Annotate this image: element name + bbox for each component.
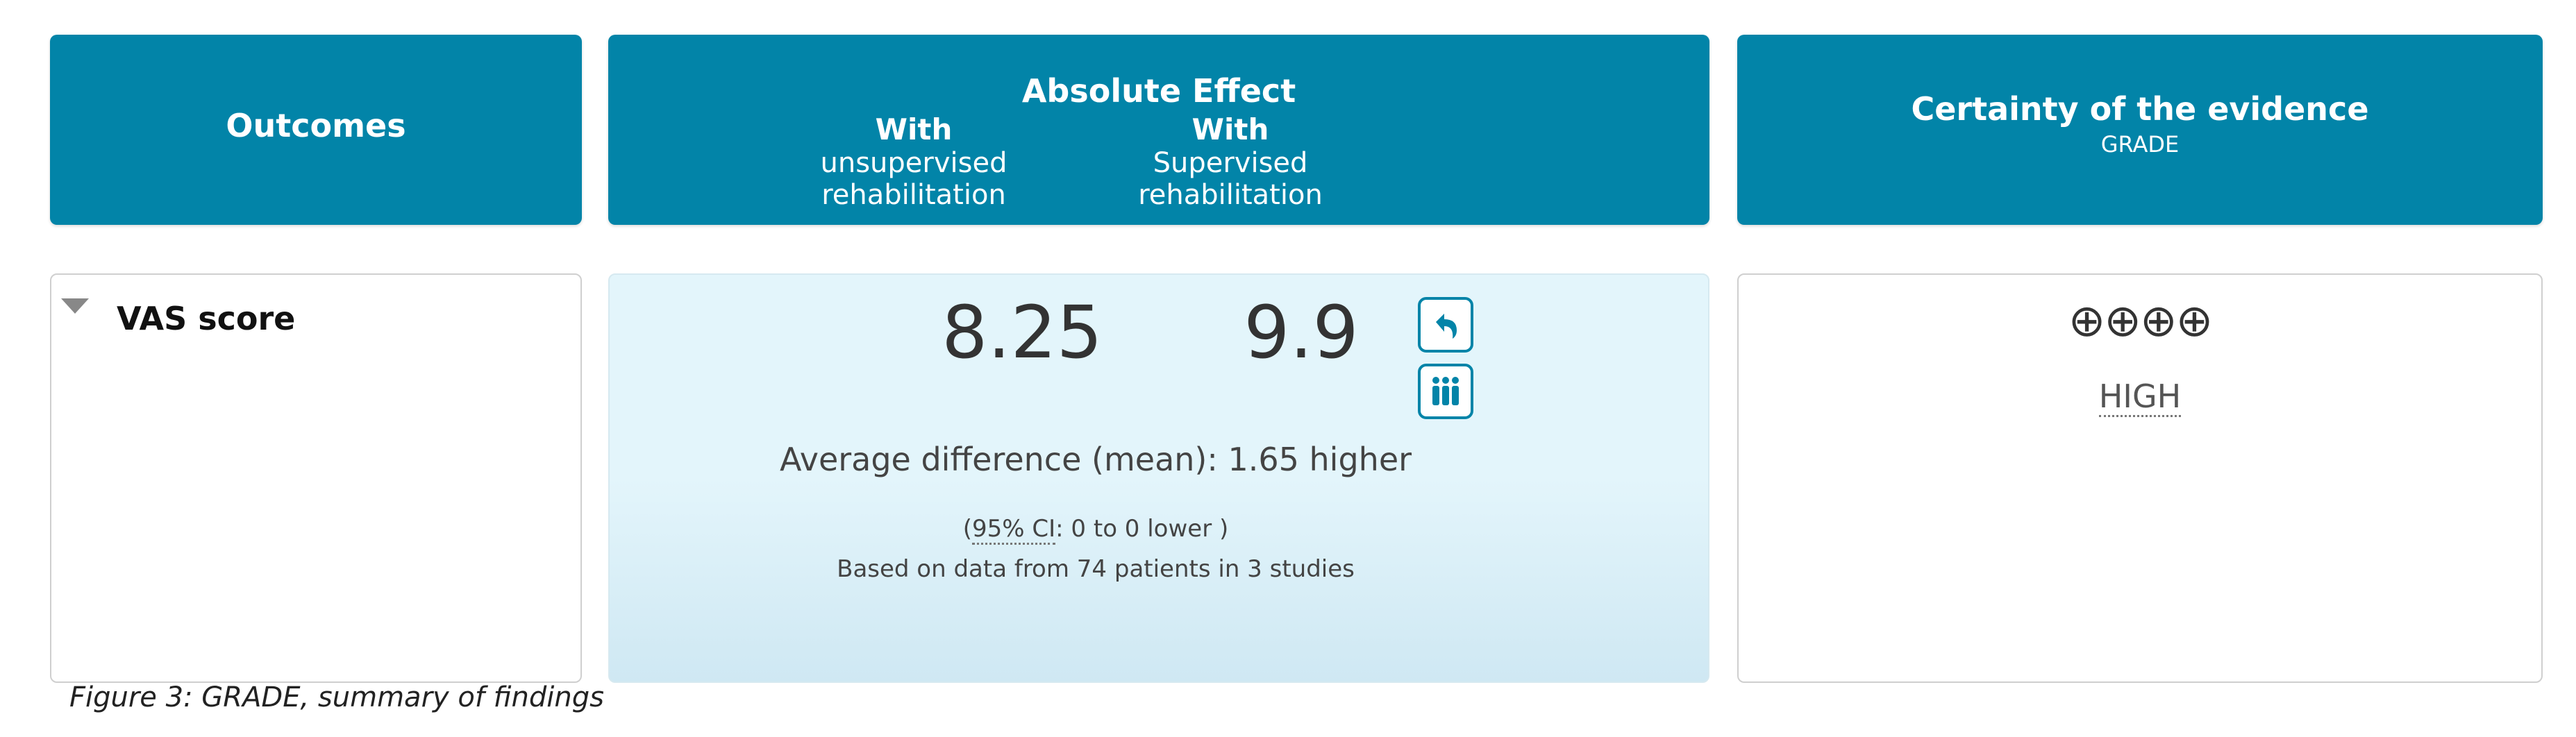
header-outcomes: Outcomes <box>50 35 582 225</box>
header-col-unsupervised: With unsupervised rehabilitation <box>754 112 1073 211</box>
header-group-unsupervised: unsupervised rehabilitation <box>820 147 1007 211</box>
ci-range: : 0 to 0 lower ) <box>1055 515 1229 543</box>
ci-open: ( <box>962 515 972 543</box>
certainty-cell: ⊕⊕⊕⊕ HIGH <box>1737 273 2543 683</box>
header-certainty: Certainty of the evidence GRADE <box>1737 35 2543 225</box>
value-unsupervised: 8.25 <box>942 290 1103 375</box>
header-col-supervised: With Supervised rehabilitation <box>1071 112 1390 211</box>
figure-caption: Figure 3: GRADE, summary of findings <box>69 681 604 713</box>
people-group-button[interactable] <box>1418 364 1473 419</box>
header-certainty-title: Certainty of the evidence <box>1911 90 2369 128</box>
ci-abbreviation[interactable]: 95% CI <box>972 515 1056 545</box>
average-difference: Average difference (mean): 1.65 higher <box>779 441 1412 478</box>
header-absolute-effect-title: Absolute Effect <box>1021 72 1296 110</box>
undo-arrow-button[interactable] <box>1418 297 1473 353</box>
undo-arrow-icon <box>1436 314 1457 339</box>
header-group-supervised: Supervised rehabilitation <box>1138 147 1323 211</box>
grade-level-wrapper: HIGH <box>1739 378 2541 417</box>
collapse-triangle-icon[interactable] <box>61 298 89 314</box>
outcome-name: VAS score <box>117 300 296 337</box>
header-with-label: With <box>1191 112 1269 146</box>
based-on-data: Based on data from 74 patients in 3 stud… <box>837 555 1355 583</box>
confidence-interval: (95% CI: 0 to 0 lower ) <box>748 515 1443 545</box>
grade-certainty-icons: ⊕⊕⊕⊕ <box>2068 296 2214 347</box>
header-grade-subtitle: GRADE <box>2100 131 2180 158</box>
people-group-icon <box>1432 377 1459 405</box>
header-with-label: With <box>875 112 953 146</box>
header-outcomes-title: Outcomes <box>226 107 406 144</box>
value-supervised: 9.9 <box>1244 290 1359 375</box>
absolute-effect-cell: 8.25 9.9 Average difference (mean): 1.65… <box>608 273 1709 683</box>
header-absolute-effect: Absolute Effect With unsupervised rehabi… <box>608 35 1709 225</box>
outcome-cell: VAS score <box>50 273 582 683</box>
grade-level[interactable]: HIGH <box>2098 378 2182 417</box>
